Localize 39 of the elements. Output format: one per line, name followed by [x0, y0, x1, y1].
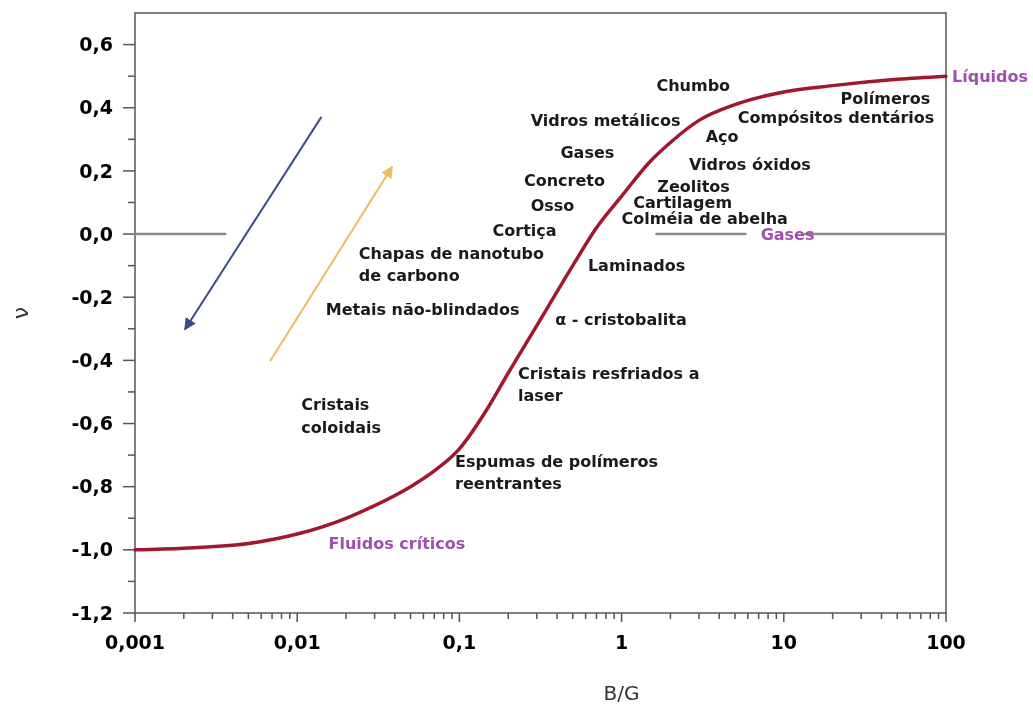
annotation: Gases [760, 224, 815, 244]
x-tick-label: 10 [770, 631, 798, 653]
annotation: Cristais coloidais [301, 395, 382, 437]
annotation: Zeolitos [657, 177, 730, 197]
annotation: Espumas de polímeros reentrantes [455, 452, 659, 494]
y-tick-label: 0,6 [79, 33, 113, 56]
text: Líquidos [952, 66, 1028, 86]
annotation: Gases [560, 142, 615, 162]
annotation: Fluidos críticos [328, 534, 466, 554]
annotation: Concreto [523, 170, 605, 190]
x-tick-label: 100 [926, 631, 966, 653]
x-tick-label: 0,1 [442, 631, 477, 653]
annotation: Chapas de nanotubo de carbono [358, 243, 545, 285]
annotation: Laminados [587, 256, 686, 276]
annotation: Vidros óxidos [688, 155, 811, 175]
y-tick-label: 0,0 [79, 222, 113, 245]
annotation: Metais não-blindados [325, 300, 520, 320]
y-tick-label: -0,2 [71, 285, 113, 308]
y-tick-label: 0,4 [79, 96, 113, 119]
annotation: Cristais resfriados a laser [518, 363, 700, 405]
y-tick-label: 0,2 [79, 159, 113, 182]
annotation: Chumbo [656, 76, 731, 96]
y-tick-label: -1,0 [71, 538, 113, 561]
y-tick-label: -1,2 [71, 601, 113, 624]
annotation: Polímeros [840, 88, 931, 108]
x-tick-label: 0,01 [273, 631, 321, 653]
annotation: Vidros metálicos [530, 110, 681, 130]
annotation: Compósitos dentários [737, 107, 935, 127]
x-tick-label: 0,001 [104, 631, 166, 653]
y-tick-label: -0,6 [71, 412, 113, 435]
annotation: Cortiça [492, 221, 557, 241]
annotation: Aço [705, 126, 739, 146]
x-axis-title: B/G [603, 681, 640, 705]
y-tick-label: -0,8 [71, 475, 113, 498]
annotation: Osso [530, 196, 575, 216]
annotation: α - cristobalita [555, 309, 687, 329]
x-tick-label: 1 [614, 631, 629, 653]
y-axis-title: ν [8, 306, 33, 320]
y-tick-label: -0,4 [71, 349, 113, 372]
